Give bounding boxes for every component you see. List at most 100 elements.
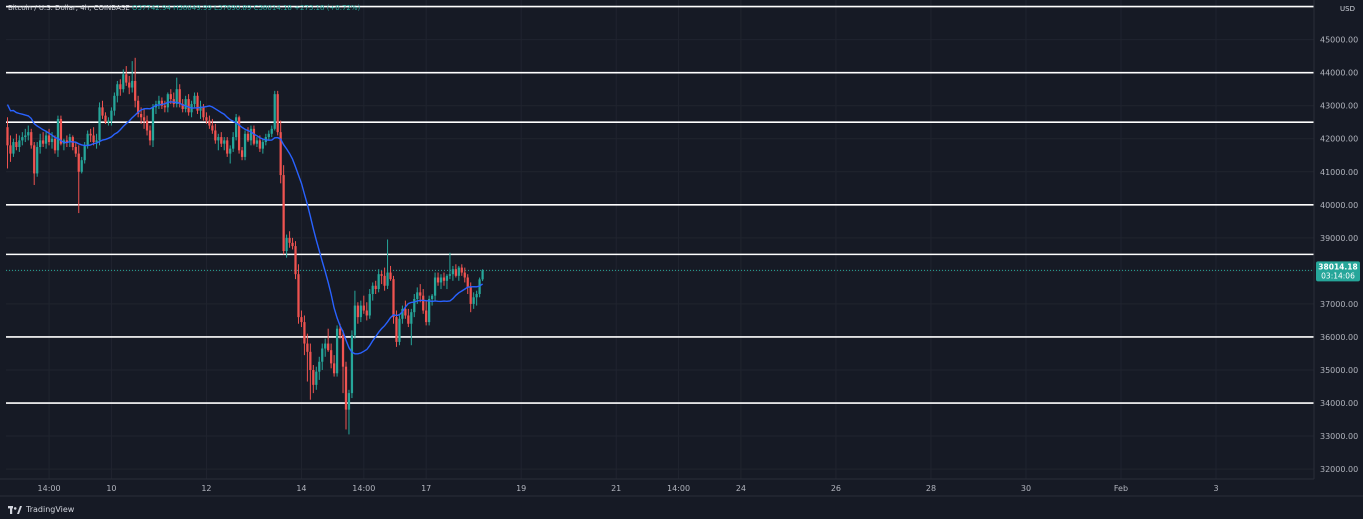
candle-body xyxy=(252,128,256,144)
candle-body xyxy=(74,147,77,154)
y-tick-label: 39000.00 xyxy=(1320,234,1358,243)
candle-body xyxy=(359,305,362,318)
candle-body xyxy=(255,140,259,144)
candle-body xyxy=(122,74,125,90)
candle-body xyxy=(92,135,95,143)
candle-body xyxy=(425,310,428,323)
candle-body xyxy=(187,99,190,113)
candle-body xyxy=(47,135,51,143)
ma-line xyxy=(6,101,483,355)
candle-body xyxy=(377,274,380,290)
candle-body xyxy=(368,294,371,316)
candle-body xyxy=(145,120,149,131)
candle-body xyxy=(270,128,273,134)
candle-body xyxy=(104,115,107,123)
candle-body xyxy=(341,335,345,367)
x-tick-label: 14:00 xyxy=(38,484,61,493)
candle-body xyxy=(41,140,45,144)
candle-body xyxy=(309,351,312,370)
y-tick-label: 44000.00 xyxy=(1320,69,1358,78)
x-tick-label: 21 xyxy=(611,484,621,493)
candle-body xyxy=(24,135,27,138)
legend-high: H38049.99 xyxy=(173,4,212,12)
candle-body xyxy=(6,127,9,146)
candle-body xyxy=(344,366,348,410)
candle-body xyxy=(98,107,101,141)
candle-body xyxy=(395,317,398,342)
candle-body xyxy=(95,140,98,143)
candle-body xyxy=(258,140,262,149)
candle-body xyxy=(451,269,455,275)
candle-body xyxy=(220,137,223,144)
candle-body xyxy=(335,328,339,374)
x-tick-label: 14:00 xyxy=(667,484,690,493)
candle-body xyxy=(226,140,229,154)
symbol-title: Bitcoin / U.S. Dollar, 4h, COINBASE xyxy=(8,4,130,12)
candle-body xyxy=(481,270,484,280)
candle-body xyxy=(157,100,161,105)
candle-body xyxy=(205,117,208,121)
current-price-label: 38014.18 xyxy=(1318,262,1357,271)
y-tick-label: 45000.00 xyxy=(1320,36,1358,45)
candle-body xyxy=(338,328,342,336)
x-tick-label: 3 xyxy=(1213,484,1218,493)
candle-body xyxy=(303,322,306,344)
countdown-label: 03:14:06 xyxy=(1321,271,1355,280)
candle-body xyxy=(288,237,291,243)
candle-body xyxy=(439,277,443,283)
candle-body xyxy=(410,312,413,324)
candle-body xyxy=(457,267,460,276)
currency-label[interactable]: USD xyxy=(1340,5,1355,13)
candle-body xyxy=(137,100,140,114)
candle-body xyxy=(285,237,288,252)
candle-body xyxy=(380,274,383,276)
candle-body xyxy=(217,137,220,141)
candle-body xyxy=(466,277,469,288)
candle-body xyxy=(36,147,39,174)
candle-body xyxy=(407,315,410,324)
candle-body xyxy=(386,272,389,286)
candle-body xyxy=(315,371,318,385)
candle-body xyxy=(196,95,199,111)
candle-body xyxy=(327,343,330,351)
candle-body xyxy=(30,132,33,146)
candle-body xyxy=(282,175,285,252)
y-tick-label: 43000.00 xyxy=(1320,102,1358,111)
candle-body xyxy=(454,269,457,276)
moving-average xyxy=(6,101,483,355)
candle-body xyxy=(12,142,15,154)
candle-body xyxy=(291,242,294,247)
x-tick-label: 24 xyxy=(736,484,746,493)
candle-body xyxy=(160,100,164,106)
y-tick-label: 32000.00 xyxy=(1320,465,1358,474)
y-tick-label: 40000.00 xyxy=(1320,201,1358,210)
candle-body xyxy=(151,107,155,141)
candle-body xyxy=(169,94,172,100)
candle-body xyxy=(392,279,395,318)
candle-body xyxy=(469,287,472,304)
y-tick-label: 34000.00 xyxy=(1320,399,1358,408)
candle-body xyxy=(240,150,244,157)
candle-body xyxy=(193,95,196,105)
legend-low: L37690.89 xyxy=(214,4,252,12)
candle-body xyxy=(246,133,250,141)
candle-body xyxy=(318,361,321,372)
candle-body xyxy=(181,104,184,110)
candle-body xyxy=(428,298,431,323)
candle-body xyxy=(9,145,12,154)
candle-body xyxy=(27,132,30,136)
candle-body xyxy=(232,137,235,149)
candle-body xyxy=(356,305,359,318)
candle-body xyxy=(128,82,131,88)
tradingview-logo[interactable]: TradingView xyxy=(8,505,74,514)
candle-body xyxy=(401,308,404,319)
x-tick-label: 10 xyxy=(106,484,116,493)
x-tick-label: 14:00 xyxy=(352,484,375,493)
candle-body xyxy=(297,274,300,318)
candle-body xyxy=(86,133,89,146)
candle-body xyxy=(21,137,24,141)
candle-body xyxy=(300,317,303,323)
candle-body xyxy=(353,305,357,336)
candle-body xyxy=(53,138,57,151)
